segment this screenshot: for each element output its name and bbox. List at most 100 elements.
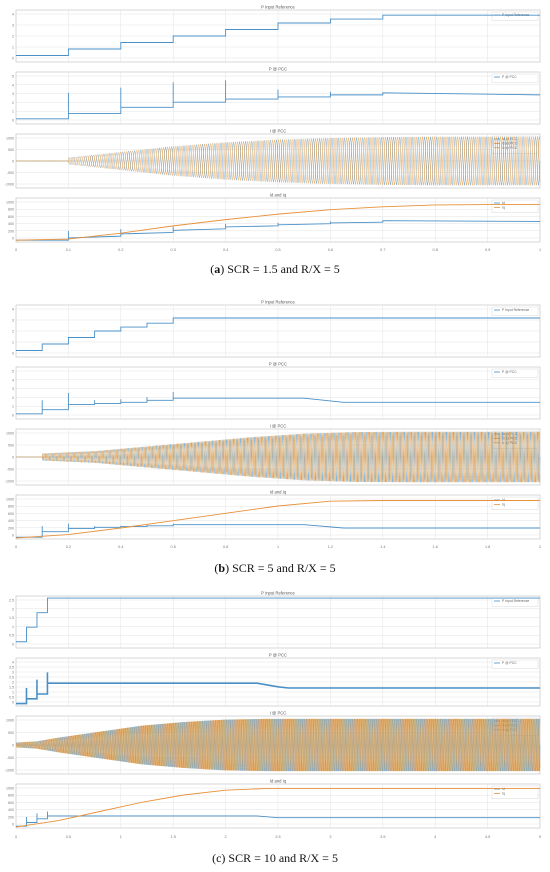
series-line-p-pcc — [16, 80, 541, 120]
legend-label: P Input Reference — [502, 308, 529, 312]
y-tick-label: 200 — [8, 526, 14, 530]
legend-label: Ia @ PCC — [502, 137, 518, 141]
y-tick-label: 0 — [12, 823, 14, 827]
x-tick-label: 5 — [539, 835, 541, 839]
x-tick-label: 1.5 — [171, 835, 176, 839]
y-tick-label: 600 — [8, 215, 14, 219]
y-tick-label: 500 — [8, 148, 14, 152]
y-tick-label: 4 — [12, 13, 14, 17]
y-tick-label: 1 — [12, 341, 14, 345]
y-tick-label: 4 — [12, 83, 14, 87]
legend-label: P Input Reference — [502, 599, 529, 603]
x-tick-label: 1.8 — [485, 545, 490, 549]
y-tick-label: 400 — [8, 519, 14, 523]
y-tick-label: 500 — [8, 444, 14, 448]
y-tick-label: 1.5 — [9, 616, 14, 620]
series-line-p-pcc — [16, 672, 540, 705]
y-tick-label: 1 — [12, 405, 14, 409]
legend-box — [491, 73, 539, 83]
legend-box — [491, 496, 539, 511]
y-tick-label: 5 — [12, 370, 14, 374]
y-tick-label: 3 — [12, 24, 14, 28]
y-tick-label: 2 — [12, 330, 14, 334]
y-tick-label: 0.5 — [9, 634, 14, 638]
y-tick-label: 0 — [12, 414, 14, 418]
panel-title: Id and Iq — [270, 779, 287, 784]
y-tick-label: 1000 — [6, 719, 14, 723]
x-tick-label: 0.8 — [223, 545, 228, 549]
panel-p-pcc: 43.532.521.510.50 P @ PCC P @ PCC — [9, 653, 541, 707]
legend-box — [491, 659, 539, 669]
series-line-ib-pcc — [16, 136, 541, 186]
y-tick-label: 2 — [12, 35, 14, 39]
y-tick-label: 4 — [12, 378, 14, 382]
y-tick-label: 500 — [8, 731, 14, 735]
x-tick-label: 0.4 — [118, 545, 123, 549]
x-tick-label: 0.6 — [171, 545, 176, 549]
panel-title: I @ PCC — [270, 424, 287, 429]
series-line-ib-pcc — [16, 431, 541, 483]
x-tick-label: 0.5 — [66, 835, 71, 839]
y-tick-label: 1000 — [6, 432, 14, 436]
x-tick-label: 0.2 — [66, 545, 71, 549]
x-tick-label: 0 — [15, 545, 17, 549]
y-tick-label: 200 — [8, 229, 14, 233]
legend-label: P @ PCC — [502, 661, 517, 665]
y-tick-label: 3 — [12, 92, 14, 96]
x-tick-label: 0.3 — [171, 248, 176, 252]
legend-box — [491, 11, 539, 21]
y-tick-label: -500 — [7, 468, 14, 472]
y-tick-label: 0 — [12, 744, 14, 748]
y-tick-label: -1000 — [5, 480, 14, 484]
x-tick-label: 2 — [225, 835, 227, 839]
y-tick-label: 1000 — [6, 498, 14, 502]
legend-box — [491, 785, 539, 800]
panel-p-pcc: 5 4 3 2 1 0 P @ PCC P @ PCC — [12, 67, 541, 125]
x-tick-label: 0.2 — [118, 248, 123, 252]
legend-box — [491, 306, 539, 316]
series-line-id — [16, 523, 540, 538]
panel-p-input-reference: 2.5 2 1.5 1 0.5 0 P Input Reference P Input Ref… — [9, 591, 541, 649]
panel-title: P Input Reference — [261, 591, 295, 596]
x-tick-label: 0.6 — [328, 248, 333, 252]
y-tick-label: 1 — [12, 46, 14, 50]
y-tick-label: 1000 — [6, 201, 14, 205]
y-tick-label: -1000 — [5, 769, 14, 773]
y-tick-label: 2.5 — [9, 599, 14, 603]
panel-title: Id and Iq — [270, 490, 287, 495]
x-tick-label: 1.2 — [328, 545, 333, 549]
x-tick-label: 1.6 — [433, 545, 438, 549]
caption-a-text: SCR = 1.5 and R/X = 5 — [227, 262, 340, 276]
legend-label: P @ PCC — [502, 75, 517, 79]
y-tick-label: 3 — [12, 387, 14, 391]
y-tick-label: 600 — [8, 512, 14, 516]
series-line-p-input-reference — [16, 317, 540, 351]
y-tick-label: 800 — [8, 794, 14, 798]
panel-p-pcc: 5 4 3 2 1 0 P @ PCC P @ PCC — [12, 362, 541, 420]
series-line-p-input-reference — [16, 597, 540, 643]
panel-title: P @ PCC — [269, 67, 287, 72]
y-tick-label: 800 — [8, 208, 14, 212]
y-tick-label: 0 — [12, 237, 14, 241]
x-tick-label: 0.8 — [433, 248, 438, 252]
caption-a-label: a — [214, 262, 221, 276]
y-tick-label: 0 — [12, 57, 14, 61]
legend-box — [491, 368, 539, 378]
legend-label: Id — [502, 201, 505, 205]
x-tick-label: 0.7 — [380, 248, 385, 252]
caption-c: (c) SCR = 10 and R/X = 5 — [212, 851, 338, 865]
panel-title: I @ PCC — [270, 129, 287, 134]
y-tick-label: 1000 — [6, 137, 14, 141]
y-tick-label: 2 — [12, 681, 14, 685]
series-line-iq — [15, 204, 540, 241]
y-tick-label: 1 — [12, 691, 14, 695]
caption-b: (b) SCR = 5 and R/X = 5 — [214, 561, 336, 575]
y-tick-label: 400 — [8, 222, 14, 226]
series-line-iq — [15, 500, 540, 539]
